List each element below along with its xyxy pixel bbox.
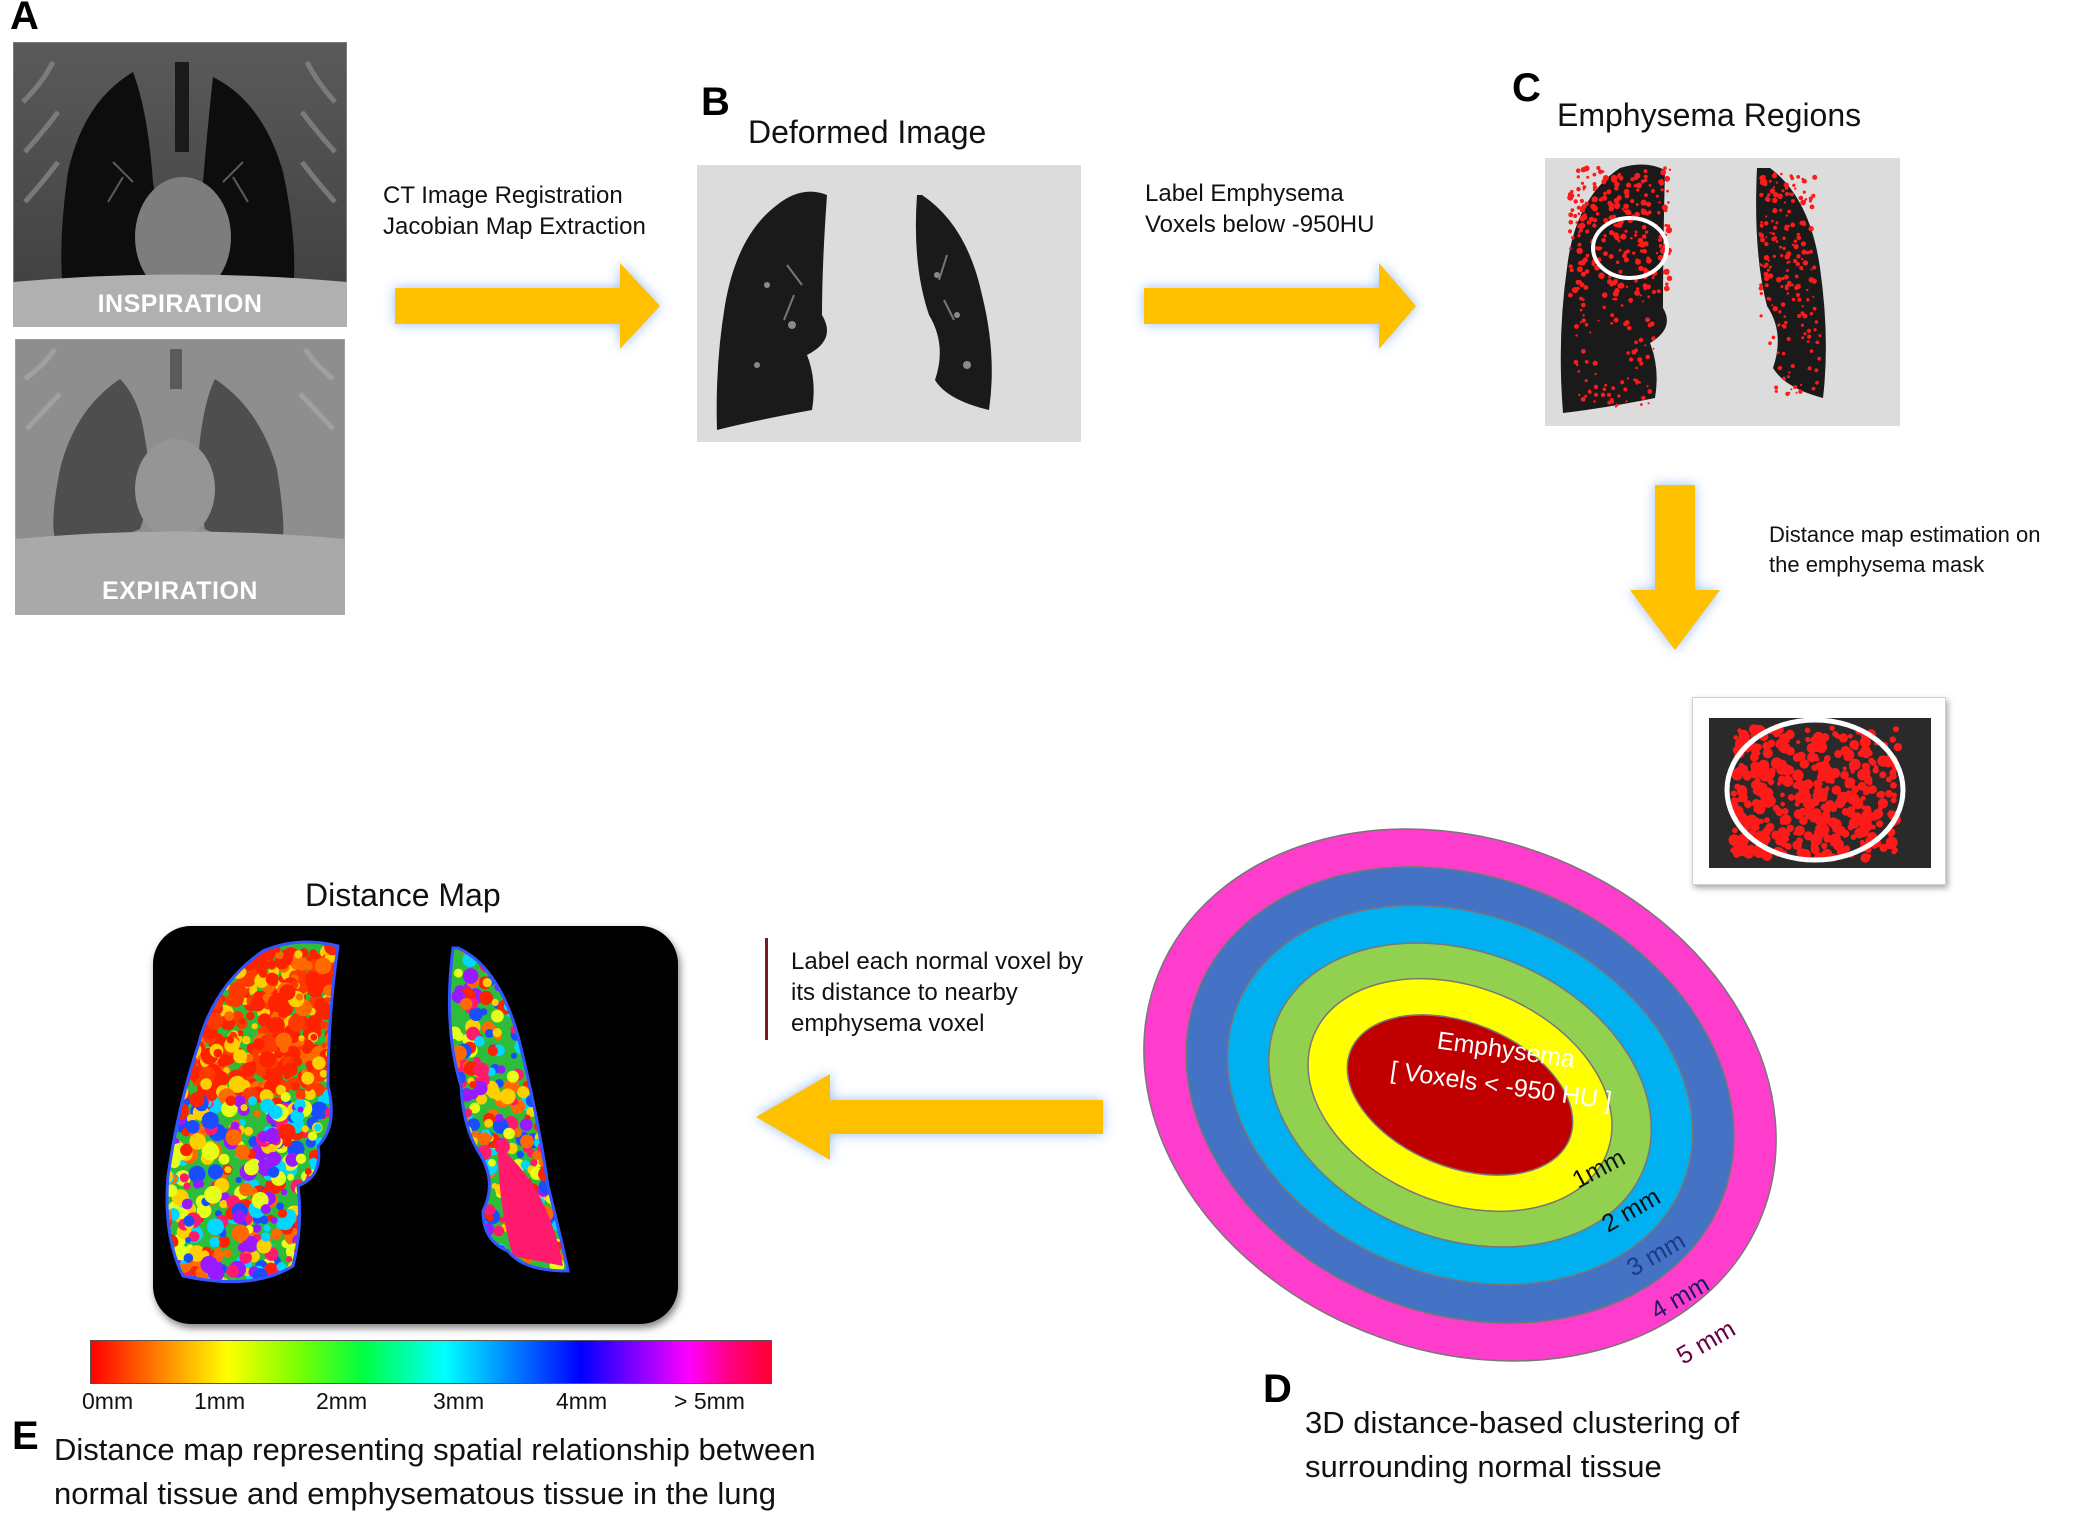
colorbar-tick-3: 3mm	[433, 1388, 485, 1414]
inspiration-ct-image: INSPIRATION	[12, 41, 348, 328]
emphysema-regions-title: Emphysema Regions	[1557, 97, 1862, 133]
inspiration-label: INSPIRATION	[97, 290, 263, 318]
step-de-label: Label each normal voxel by its distance …	[791, 946, 1083, 1039]
panel-d-caption-line1: 3D distance-based clustering of	[1305, 1405, 1740, 1440]
panel-e-caption-line1: Distance map representing spatial relati…	[54, 1432, 816, 1467]
arrow-left-icon	[756, 1074, 1103, 1160]
panel-c-letter: C	[1512, 66, 1541, 110]
emphysema-regions-image	[1545, 158, 1900, 426]
emphysema-zoom-inset	[1692, 697, 1946, 885]
step-cd-label: Distance map estimation on the emphysema…	[1769, 520, 2040, 580]
colorbar-tick-2: 2mm	[316, 1388, 368, 1414]
step-cd-line1: Distance map estimation on	[1769, 522, 2041, 547]
emphysema-core	[1346, 1014, 1574, 1176]
colorbar-tick-1: 1mm	[194, 1388, 246, 1414]
step-cd-line2: the emphysema mask	[1769, 552, 1985, 577]
ring-label-5mm: 5 mm	[1672, 1315, 1740, 1370]
distance-map-image	[153, 926, 678, 1324]
step-bc-line2: Voxels below -950HU	[1145, 211, 1375, 238]
colorbar-tick-0: 0mm	[82, 1388, 134, 1414]
step-de-bar	[765, 938, 768, 1040]
deformed-image-title: Deformed Image	[748, 114, 987, 150]
arrow-right-icon	[395, 263, 660, 349]
expiration-ct-image: EXPIRATION	[14, 338, 346, 616]
panel-a-letter: A	[10, 0, 39, 38]
panel-e-caption-line2: normal tissue and emphysematous tissue i…	[54, 1476, 777, 1511]
colorbar-tick-5: > 5mm	[674, 1388, 745, 1414]
panel-d-caption-line2: surrounding normal tissue	[1305, 1449, 1662, 1484]
step-de-line3: emphysema voxel	[791, 1010, 985, 1037]
step-bc-line1: Label Emphysema	[1145, 180, 1344, 207]
step-de-line1: Label each normal voxel by	[791, 948, 1084, 975]
distance-map-title: Distance Map	[305, 877, 501, 913]
distance-colorbar	[90, 1340, 772, 1384]
distance-rings-diagram: Emphysema [ Voxels < -950 HU ] 1mm 2 mm …	[1143, 828, 1777, 1370]
panel-b-letter: B	[701, 80, 730, 124]
panel-d-caption: 3D distance-based clustering of surround…	[1305, 1401, 1739, 1489]
step-de-line2: its distance to nearby	[791, 979, 1018, 1006]
panel-e-caption: Distance map representing spatial relati…	[54, 1428, 816, 1516]
colorbar-ticks: 0mm 1mm 2mm 3mm 4mm > 5mm	[82, 1388, 802, 1418]
colorbar-tick-4: 4mm	[556, 1388, 608, 1414]
step-bc-label: Label Emphysema Voxels below -950HU	[1145, 178, 1374, 240]
deformed-image	[697, 165, 1081, 442]
panel-d-letter: D	[1263, 1367, 1292, 1411]
expiration-label: EXPIRATION	[102, 577, 258, 605]
step-ab-label: CT Image Registration Jacobian Map Extra…	[383, 180, 646, 242]
step-ab-line2: Jacobian Map Extraction	[383, 213, 646, 240]
step-ab-line1: CT Image Registration	[383, 182, 623, 209]
arrow-right-icon	[1144, 263, 1416, 349]
arrow-down-icon	[1630, 485, 1720, 650]
panel-e-letter: E	[12, 1414, 39, 1458]
